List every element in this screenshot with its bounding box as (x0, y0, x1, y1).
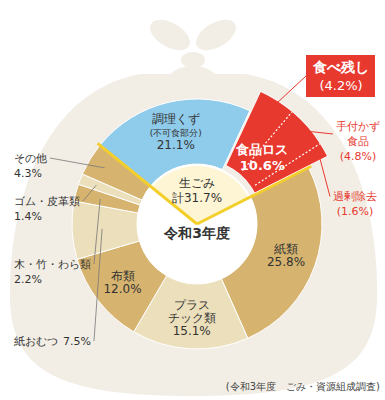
breakdown-value-line: (4.8%) (340, 150, 377, 163)
slice-label-line: 紙おむつ (14, 335, 58, 348)
bag-background (10, 14, 377, 396)
value-label: 10.6% (240, 158, 285, 173)
value-label-line: 10.6% (240, 158, 285, 173)
bag-leaf (191, 14, 241, 57)
slice-label: 布類 (111, 269, 135, 283)
slice-label-line: 紙類 (274, 242, 298, 256)
group-value-line: 計31.7% (172, 191, 222, 205)
value-label-line: 12.0% (103, 282, 141, 296)
breakdown-label: 手付かず食品 (4.8%) (336, 120, 380, 163)
slice-label-line: 調理くず (152, 112, 200, 126)
leader-line (94, 229, 102, 341)
slice-label: 食品ロス (235, 142, 288, 157)
value-label: 21.1% (157, 138, 195, 152)
group-wedge (152, 166, 249, 224)
value-label-line: 25.8% (267, 255, 305, 269)
slice-label-line: 木・竹・わら類 (14, 258, 91, 271)
breakdown-label: 過剰除去 (1.6%) (333, 190, 377, 218)
slice-label: 木・竹・わら類 (14, 258, 91, 271)
leader-line (94, 199, 100, 264)
bag-knot (181, 52, 205, 68)
bag-leaf (145, 14, 195, 57)
breakdown-value: (4.8%) (340, 150, 377, 163)
highlight-box (306, 55, 375, 97)
breakdown-label: 食べ残し (4.2%) (306, 55, 375, 97)
breakdown-name-line: 食品 (347, 135, 369, 148)
slice (227, 92, 327, 193)
leader-line (318, 153, 330, 197)
breakdown-name-line: 食べ残し (312, 59, 369, 75)
value-label: 4.3% (14, 167, 42, 180)
breakdown-value: (4.2%) (319, 78, 362, 93)
group-value: 計31.7% (172, 191, 222, 205)
slice-label: ゴム・皮革類 (14, 195, 80, 208)
breakdown-name: 手付かず食品 (336, 120, 380, 148)
breakdown-name-line: 過剰除去 (333, 190, 377, 203)
breakdown-name: 食べ残し (312, 59, 369, 75)
breakdown-value: (1.6%) (337, 205, 374, 218)
slice-label: 紙おむつ (14, 335, 58, 348)
leader-line (274, 76, 306, 106)
annotation: (不可食部分) (150, 128, 202, 138)
group-name-line: 生ごみ (179, 176, 215, 190)
center-label-line: 令和3年度 (163, 225, 230, 241)
group-name: 生ごみ (179, 176, 215, 190)
slice-label-line: チック類 (168, 311, 216, 325)
chart-canvas: 食品ロス10.6% 紙類25.8% プラスチック類15.1% 布類12.0% 紙おむつ 7… (0, 0, 385, 400)
value-label: 2.2% (14, 273, 42, 286)
center-label: 令和3年度 (163, 225, 230, 241)
value-label-line: 4.3% (14, 167, 42, 180)
value-label: 12.0% (103, 282, 141, 296)
breakdown-value-line: (4.2%) (319, 78, 362, 93)
value-label: 1.4% (14, 210, 42, 223)
slice-label: 調理くず (152, 112, 200, 126)
value-label: 25.8% (267, 255, 305, 269)
leader-line (50, 158, 105, 168)
leader-line (83, 185, 96, 201)
source-note-line: (令和3年度 ごみ・資源組成調査) (226, 381, 380, 392)
annotation-line: (不可食部分) (150, 128, 202, 138)
breakdown-name: 過剰除去 (333, 190, 377, 203)
exploded-slice (227, 92, 327, 193)
slice-label: その他 (14, 152, 47, 165)
value-label-line: 15.1% (173, 324, 211, 338)
source-note: (令和3年度 ごみ・資源組成調査) (226, 381, 380, 392)
value-label-line: 21.1% (157, 138, 195, 152)
breakdown-name-line: 手付かず (336, 120, 380, 133)
value-label-line: 1.4% (14, 210, 42, 223)
slice-label-line: ゴム・皮革類 (14, 195, 80, 208)
slice-label: 紙類 (274, 242, 298, 256)
breakdown-value-line: (1.6%) (337, 205, 374, 218)
value-label: 15.1% (173, 324, 211, 338)
value-label: 7.5% (63, 335, 91, 348)
slice-label-line: 食品ロス (235, 142, 288, 157)
leader-line (303, 131, 333, 134)
value-label-line: 2.2% (14, 273, 42, 286)
slice-label-line: 布類 (111, 269, 135, 283)
slice-label-line: プラス (174, 298, 210, 312)
slice-label: プラスチック類 (168, 298, 216, 325)
value-label-line: 7.5% (63, 335, 91, 348)
donut-ring (72, 99, 322, 349)
bag-body (10, 74, 377, 396)
slice-label-line: その他 (14, 152, 47, 165)
